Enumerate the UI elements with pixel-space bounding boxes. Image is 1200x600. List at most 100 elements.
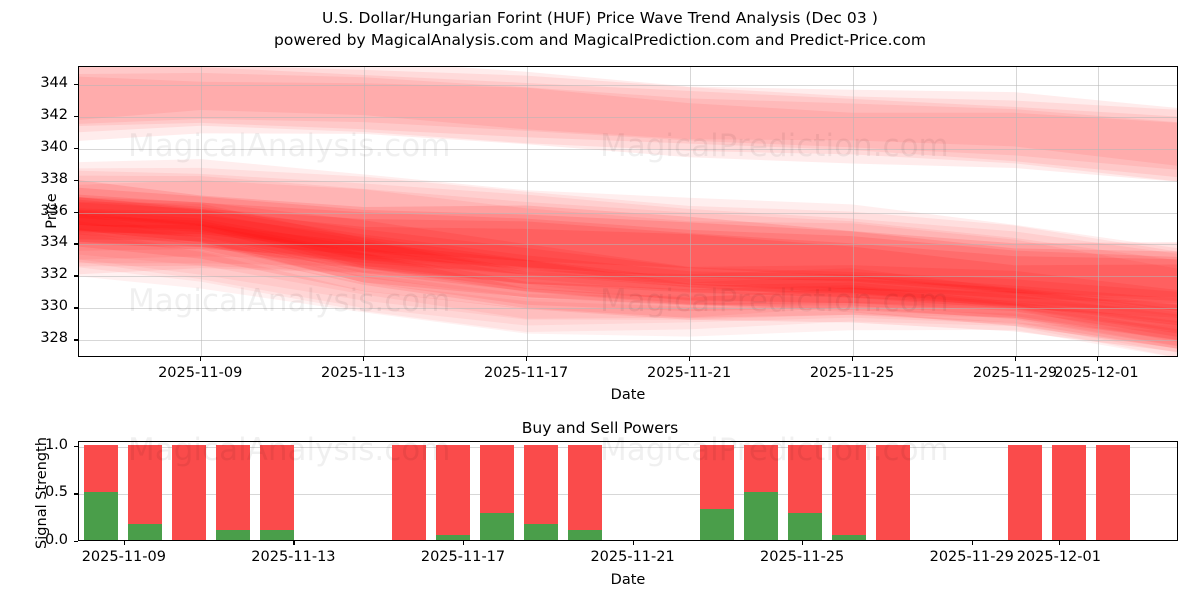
sell-power-segment: [832, 444, 866, 536]
y-tick-label: 328: [40, 330, 68, 347]
wave-band-polygon: [79, 202, 1177, 337]
power-x-axis-label: Date: [610, 572, 646, 588]
sell-power-segment: [172, 444, 206, 540]
power-bar[interactable]: [524, 444, 558, 540]
x-tick-mark: [1015, 357, 1017, 361]
gridline-vertical: [364, 67, 366, 356]
power-bar[interactable]: [832, 444, 866, 540]
wave-band-polygon: [79, 180, 1177, 327]
sell-power-segment: [84, 444, 118, 493]
buy-power-segment: [260, 529, 294, 540]
power-bar[interactable]: [1008, 444, 1042, 540]
gridline-horizontal: [79, 148, 1177, 150]
y-tick-label: 344: [40, 74, 68, 91]
wave-band-polygon: [79, 213, 1177, 343]
sell-power-segment: [1096, 444, 1130, 540]
y-tick-label: 340: [40, 138, 68, 155]
power-bar[interactable]: [172, 444, 206, 540]
x-tick-mark: [1096, 357, 1098, 361]
power-bar[interactable]: [260, 444, 294, 540]
power-bar[interactable]: [744, 444, 778, 540]
y-tick-mark: [74, 243, 78, 245]
x-tick-label: 2025-11-17: [420, 549, 506, 565]
gridline-horizontal: [79, 212, 1177, 214]
y-tick-label: 1.0: [44, 436, 68, 453]
power-bar[interactable]: [568, 444, 602, 540]
power-bar[interactable]: [876, 444, 910, 540]
wave-band-polygon: [79, 197, 1177, 310]
buy-sell-powers-chart: [78, 441, 1178, 541]
y-tick-label: 332: [40, 266, 68, 283]
price-wave-bands: [79, 67, 1177, 356]
wave-band-polygon: [79, 170, 1177, 316]
wave-band-polygon: [79, 180, 1177, 298]
gridline-horizontal: [79, 244, 1177, 246]
y-tick-mark: [74, 83, 78, 85]
wave-band-polygon: [79, 230, 1177, 356]
power-bar[interactable]: [84, 444, 118, 540]
wave-band-polygon: [79, 228, 1177, 353]
figure-title-line-1: U.S. Dollar/Hungarian Forint (HUF) Price…: [322, 9, 878, 27]
x-tick-label: 2025-12-01: [1016, 549, 1101, 565]
power-bar[interactable]: [1052, 444, 1086, 540]
x-tick-mark: [123, 541, 126, 545]
y-tick-label: 0.5: [44, 484, 68, 501]
gridline-horizontal: [79, 494, 1177, 496]
x-tick-mark: [852, 357, 854, 361]
sell-power-segment: [700, 444, 734, 509]
y-tick-mark: [74, 179, 78, 181]
power-bar[interactable]: [480, 444, 514, 540]
buy-power-segment: [128, 523, 162, 540]
sell-power-segment: [568, 444, 602, 530]
power-bar[interactable]: [700, 444, 734, 540]
wave-band-polygon: [79, 197, 1177, 325]
y-tick-label: 0.0: [44, 532, 68, 548]
x-tick-mark: [802, 541, 804, 545]
x-tick-label: 2025-11-17: [484, 365, 569, 381]
power-bar[interactable]: [436, 444, 470, 540]
figure-title-line-2: powered by MagicalAnalysis.com and Magic…: [273, 31, 927, 49]
wave-band-polygon: [79, 187, 1177, 301]
x-tick-mark: [293, 541, 295, 545]
power-bar[interactable]: [788, 444, 822, 540]
wave-band-polygon: [79, 201, 1177, 332]
y-tick-label: 338: [40, 170, 68, 187]
power-bar[interactable]: [392, 444, 426, 540]
gridline-horizontal: [79, 308, 1177, 310]
power-bar[interactable]: [216, 444, 250, 540]
power-bar[interactable]: [128, 444, 162, 540]
sell-power-segment: [128, 444, 162, 524]
wave-band-polygon: [79, 159, 1177, 311]
gridline-vertical: [1097, 67, 1099, 356]
buy-power-segment: [216, 529, 250, 540]
buy-sell-powers-title: Buy and Sell Powers: [521, 419, 679, 437]
sell-power-segment: [876, 444, 910, 540]
gridline-horizontal: [79, 446, 1177, 448]
power-bar[interactable]: [1096, 444, 1130, 540]
x-tick-mark: [363, 357, 365, 361]
wave-band-polygon: [79, 67, 1177, 170]
wave-band-polygon: [79, 194, 1177, 304]
x-tick-label: 2025-11-21: [646, 365, 732, 381]
wave-band-polygon: [79, 209, 1177, 341]
gridline-vertical: [527, 67, 529, 356]
x-tick-label: 2025-11-13: [321, 365, 406, 381]
y-tick-mark: [74, 339, 78, 341]
gridline-vertical: [1016, 67, 1018, 356]
y-tick-mark: [74, 211, 78, 213]
sell-power-segment: [436, 444, 470, 536]
wave-band-polygon: [79, 67, 1177, 166]
buy-power-segment: [744, 492, 778, 540]
wave-band-polygon: [79, 199, 1177, 318]
gridline-horizontal: [79, 276, 1177, 278]
wave-band-polygon: [79, 210, 1177, 347]
price-plot-surface: [79, 67, 1177, 356]
wave-band-polygon: [79, 208, 1177, 340]
y-tick-mark: [74, 275, 78, 277]
price-wave-chart: [78, 66, 1178, 357]
sell-power-segment: [260, 444, 294, 530]
price-y-axis-label: Price: [44, 193, 60, 229]
gridline-horizontal: [79, 340, 1177, 342]
gridline-horizontal: [79, 84, 1177, 86]
gridline-vertical: [853, 67, 855, 356]
